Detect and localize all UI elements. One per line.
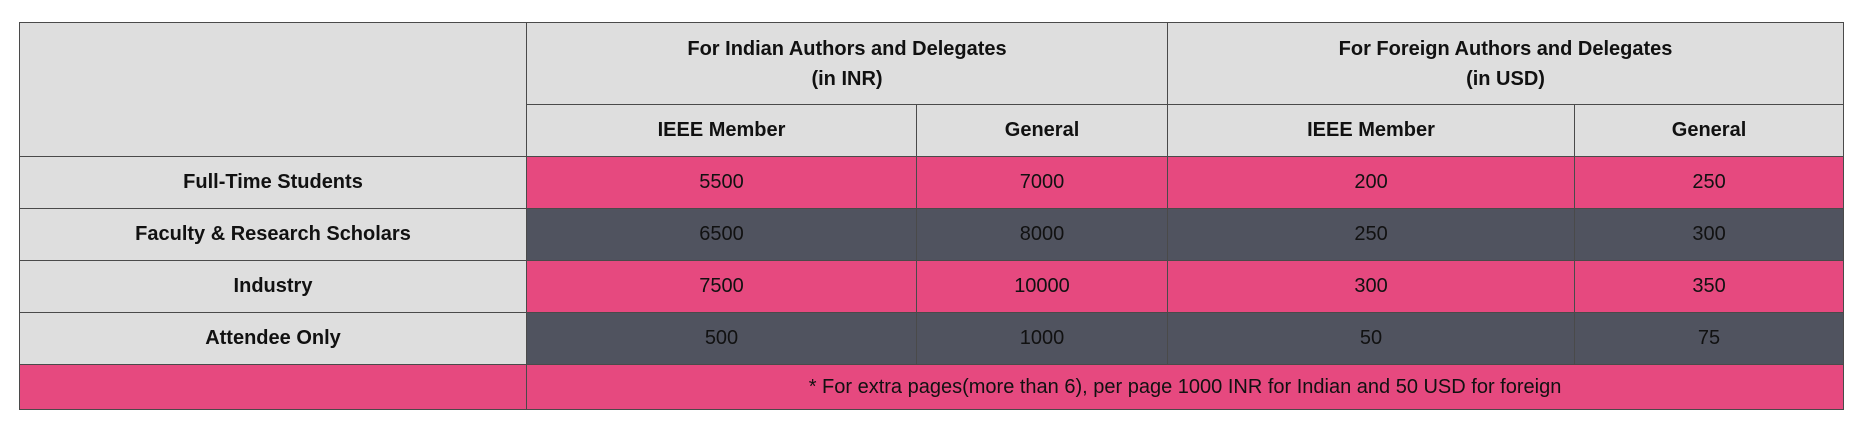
row-label: Attendee Only — [19, 312, 527, 365]
fee-cell: 50 — [1167, 312, 1576, 365]
note-row: * For extra pages(more than 6), per page… — [19, 364, 1845, 410]
group-header-indian: For Indian Authors and Delegates (in INR… — [525, 22, 1169, 105]
fee-cell: 350 — [1574, 260, 1845, 313]
fee-cell: 1000 — [915, 312, 1169, 365]
fee-cell: 5500 — [526, 156, 917, 209]
fee-cell: 7000 — [915, 156, 1169, 209]
row-label: Faculty & Research Scholars — [19, 208, 527, 261]
subheader-foreign-ieee-member: IEEE Member — [1167, 104, 1576, 157]
fee-cell: 7500 — [526, 260, 917, 313]
row-label: Industry — [19, 260, 527, 313]
subheader-foreign-general: General — [1574, 104, 1845, 157]
group-header-foreign-line1: For Foreign Authors and Delegates — [1338, 37, 1673, 60]
table-row: Full-Time Students 5500 7000 200 250 — [19, 156, 1845, 209]
group-header-foreign: For Foreign Authors and Delegates (in US… — [1167, 22, 1845, 105]
group-header-indian-line2: (in INR) — [811, 67, 883, 90]
row-label: Full-Time Students — [19, 156, 527, 209]
fee-cell: 8000 — [915, 208, 1169, 261]
fee-cell: 300 — [1574, 208, 1845, 261]
subheader-indian-general: General — [915, 104, 1169, 157]
fee-cell: 10000 — [915, 260, 1169, 313]
fee-cell: 500 — [526, 312, 917, 365]
table-row: Attendee Only 500 1000 50 75 — [19, 312, 1845, 365]
fee-cell: 200 — [1167, 156, 1576, 209]
fee-cell: 250 — [1574, 156, 1845, 209]
registration-fee-table-container: For Indian Authors and Delegates (in INR… — [19, 22, 1845, 410]
group-header-indian-line1: For Indian Authors and Delegates — [687, 37, 1007, 60]
fee-cell: 300 — [1167, 260, 1576, 313]
corner-header-cell — [19, 22, 527, 157]
fee-cell: 6500 — [526, 208, 917, 261]
registration-fee-table: For Indian Authors and Delegates (in INR… — [19, 22, 1845, 410]
subheader-indian-ieee-member: IEEE Member — [526, 104, 917, 157]
note-label-cell — [19, 364, 527, 410]
fee-cell: 250 — [1167, 208, 1576, 261]
group-header-foreign-line2: (in USD) — [1466, 67, 1545, 90]
extra-pages-note: * For extra pages(more than 6), per page… — [525, 364, 1845, 410]
table-row: Industry 7500 10000 300 350 — [19, 260, 1845, 313]
fee-cell: 75 — [1574, 312, 1845, 365]
table-row: Faculty & Research Scholars 6500 8000 25… — [19, 208, 1845, 261]
